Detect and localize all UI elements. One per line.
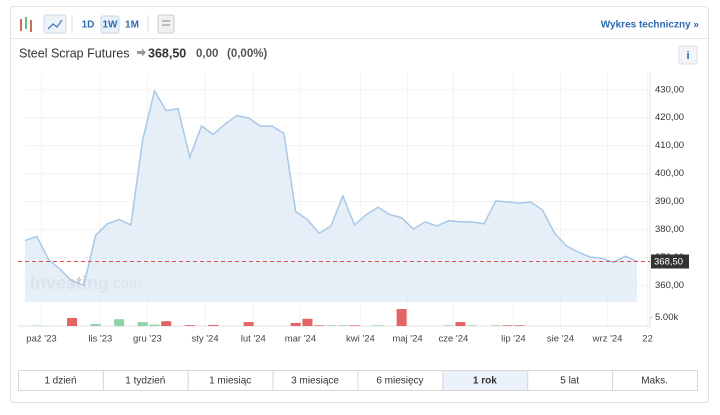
interval-button[interactable]: 1W [103,20,119,31]
volume-bar [490,325,501,326]
range-label[interactable]: 5 lat [560,376,579,387]
volume-bar [302,318,313,326]
area-icon-bg[interactable] [43,14,67,34]
plot: 360,00370,00380,00390,00400,00410,00420,… [18,73,689,345]
interval-button[interactable]: 1D [82,20,95,31]
range-label[interactable]: 1 miesiąc [209,376,251,387]
last-price-tag [651,254,689,269]
volume-bar [290,322,301,326]
volume-bar [373,325,384,326]
change-pct: (0,00%) [227,48,267,60]
volume-bar [514,325,525,326]
change: 0,00 [196,48,218,60]
area-icon [47,19,63,30]
price-line [24,88,638,287]
range-label[interactable]: Maks. [641,376,668,387]
x-tick-label: mar '24 [285,334,316,345]
x-tick-label: maj '24 [392,334,422,345]
y-tick-label: 390,00 [655,196,684,207]
x-tick-label: paź '23 [26,334,56,345]
volume-bar [208,324,219,326]
x-tick-label: kwi '24 [346,334,375,345]
x-tick-label: cze '24 [438,334,468,345]
volume-bar [314,325,325,326]
y-tick-label: 400,00 [655,168,684,179]
volume-bar [326,325,336,326]
volume-bar [137,322,148,326]
volume-bar [502,325,513,326]
y-tick-label: 360,00 [655,280,684,291]
volume-bar [396,309,407,326]
volume-bar [337,325,348,326]
settings-icon[interactable] [157,14,175,34]
area-fill [25,90,637,303]
x-tick-label: lis '23 [88,334,112,345]
y-tick-label: 420,00 [655,112,684,123]
volume-bar [455,322,466,326]
instrument-name: Steel Scrap Futures [19,46,129,60]
technical-link[interactable]: Wykres techniczny » [601,20,700,31]
range-label[interactable]: 1 tydzień [125,376,165,387]
last-price: 368,50 [148,46,186,60]
range-button[interactable] [612,370,698,391]
volume-bar [161,321,172,326]
y-tick-label: 410,00 [655,140,684,151]
candle-icon[interactable] [20,17,32,32]
volume-bar [67,317,78,326]
x-tick-label: lut '24 [241,334,266,345]
volume-bar [31,325,42,326]
x-tick-label: sty '24 [191,334,218,345]
unchanged-arrow [137,48,146,57]
x-tick-label: gru '23 [133,334,162,345]
info-button[interactable] [678,45,698,65]
volume-bar [243,322,254,326]
x-tick-label: wrz '24 [592,334,623,345]
x-tick-label: sie '24 [547,334,574,345]
y-tick-label: 430,00 [655,84,684,95]
volume-bar [114,319,125,326]
y-tick-label: 380,00 [655,224,684,235]
card [10,6,709,403]
range-label[interactable]: 6 miesięcy [376,376,423,387]
volume-tick-label: 5.00k [655,312,678,323]
x-tick-label: 22 [642,334,653,345]
volume-bar [149,324,160,326]
range-label[interactable]: 1 rok [473,376,497,387]
volume-bar [349,325,360,326]
volume-bar [443,325,454,326]
range-bar: 1 dzień 1 tydzień 1 miesiąc 3 miesiące 6 mie… [18,370,698,391]
volume-bar [90,323,101,326]
info-label: i [686,50,689,62]
range-label[interactable]: 1 dzień [44,376,76,387]
volume-bar [184,325,195,326]
x-tick-label: lip '24 [501,334,526,345]
interval-button[interactable]: 1M [125,20,139,31]
volume-bar [467,325,478,326]
range-label[interactable]: 3 miesiące [291,376,339,387]
last-price-label: 368,50 [654,257,683,268]
interval-active-bg[interactable] [100,15,120,34]
